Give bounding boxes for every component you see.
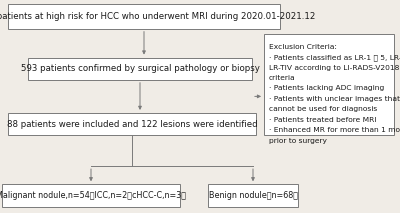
FancyBboxPatch shape	[8, 113, 256, 135]
FancyBboxPatch shape	[208, 184, 298, 207]
Text: Benign nodule（n=68）: Benign nodule（n=68）	[208, 191, 298, 200]
Text: · Enhanced MR for more than 1 month: · Enhanced MR for more than 1 month	[269, 127, 400, 133]
Text: 1528 patients at high risk for HCC who underwent MRI during 2020.01-2021.12: 1528 patients at high risk for HCC who u…	[0, 12, 316, 21]
Text: Exclusion Criteria:: Exclusion Criteria:	[269, 44, 337, 50]
Text: · Patients lacking ADC imaging: · Patients lacking ADC imaging	[269, 85, 384, 91]
Text: LR-TIV according to LI-RADS-V2018: LR-TIV according to LI-RADS-V2018	[269, 65, 399, 71]
Text: · Patients with unclear images that: · Patients with unclear images that	[269, 96, 400, 102]
Text: · Patients treated before MRI: · Patients treated before MRI	[269, 117, 376, 123]
FancyBboxPatch shape	[2, 184, 180, 207]
Text: · Patients classified as LR-1 ～ 5, LR-M,: · Patients classified as LR-1 ～ 5, LR-M,	[269, 54, 400, 61]
Text: 593 patients confirmed by surgical pathology or biopsy: 593 patients confirmed by surgical patho…	[20, 64, 260, 73]
FancyBboxPatch shape	[264, 34, 394, 135]
Text: prior to surgery: prior to surgery	[269, 138, 327, 144]
FancyBboxPatch shape	[8, 4, 280, 29]
Text: 88 patients were included and 122 lesions were identified: 88 patients were included and 122 lesion…	[7, 119, 257, 129]
Text: cannot be used for diagnosis: cannot be used for diagnosis	[269, 106, 377, 112]
FancyBboxPatch shape	[28, 58, 252, 80]
Text: Malignant nodule,n=54（ICC,n=2、cHCC-C,n=3）: Malignant nodule,n=54（ICC,n=2、cHCC-C,n=3…	[0, 191, 186, 200]
Text: criteria: criteria	[269, 75, 296, 81]
